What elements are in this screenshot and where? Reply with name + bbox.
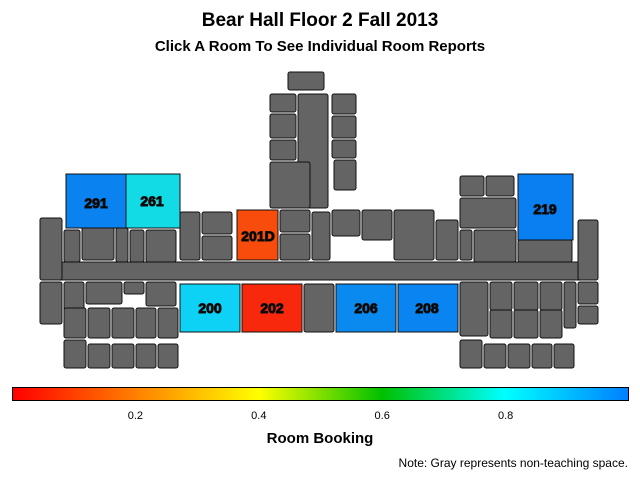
- room-219-label: 219: [533, 201, 557, 217]
- room-202[interactable]: 202: [241, 283, 303, 333]
- room-291[interactable]: 291: [65, 173, 127, 229]
- room-201D[interactable]: 201D: [236, 209, 279, 261]
- room-200[interactable]: 200: [179, 283, 241, 333]
- legend-ticks: 0.2 0.4 0.6 0.8: [0, 410, 640, 424]
- room-206-label: 206: [354, 300, 378, 316]
- room-261[interactable]: 261: [125, 173, 181, 229]
- legend-color-bar: [12, 387, 629, 401]
- map-subtitle: Click A Room To See Individual Room Repo…: [154, 38, 486, 55]
- room-208[interactable]: 208: [397, 283, 459, 333]
- non-teaching-space: [39, 71, 599, 369]
- room-206[interactable]: 206: [335, 283, 397, 333]
- room-layer: 291 261 219 201D 200 202 206 208: [65, 173, 574, 333]
- legend-tick-label: 0.2: [127, 410, 144, 422]
- room-219[interactable]: 219: [517, 173, 574, 241]
- note-text: Note: Gray represents non-teaching space…: [398, 456, 628, 470]
- room-261-label: 261: [140, 193, 164, 209]
- floor-plan: 291 261 219 201D 200 202 206 208: [39, 71, 599, 369]
- legend-tick-label: 0.8: [497, 410, 514, 422]
- room-208-label: 208: [415, 300, 439, 316]
- legend-tick-label: 0.4: [251, 410, 267, 422]
- room-291-label: 291: [84, 195, 108, 211]
- map-title: Bear Hall Floor 2 Fall 2013: [201, 10, 439, 31]
- legend-tick-label: 0.6: [374, 410, 390, 422]
- room-202-label: 202: [260, 300, 284, 316]
- legend-title: Room Booking: [266, 430, 374, 447]
- room-201D-label: 201D: [241, 228, 274, 244]
- room-200-label: 200: [198, 300, 222, 316]
